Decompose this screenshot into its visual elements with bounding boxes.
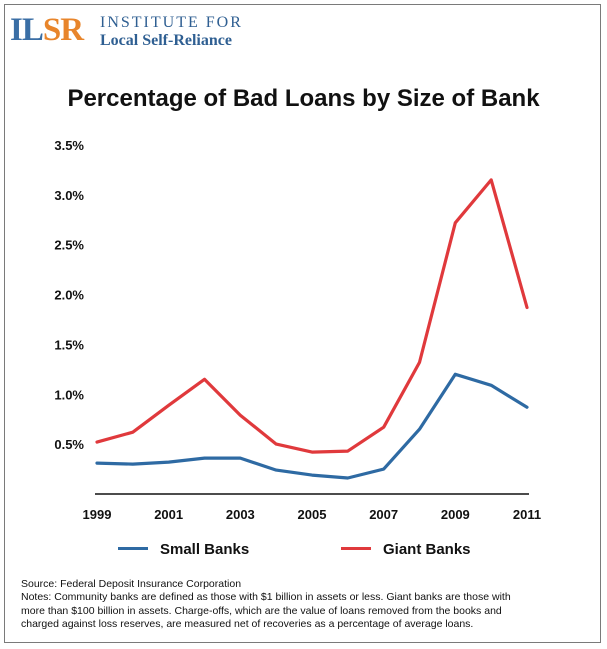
ilsr-logo: ILSR xyxy=(10,12,84,48)
chart-notes: Source: Federal Deposit Insurance Corpor… xyxy=(21,578,591,632)
x-axis-ticks: 1999 2001 2003 2005 2007 2009 2011 xyxy=(83,507,542,522)
logo-wordmark: INSTITUTE FOR Local Self-Reliance xyxy=(100,14,243,49)
x-tick-label: 1999 xyxy=(83,507,112,522)
series-lines xyxy=(95,178,529,480)
x-tick-label: 2009 xyxy=(441,507,470,522)
chart-frame xyxy=(4,4,601,643)
x-tick-label: 2003 xyxy=(226,507,255,522)
logo-mark-prefix: IL xyxy=(10,12,44,48)
x-tick-label: 2007 xyxy=(369,507,398,522)
series-line-giant-banks xyxy=(95,178,529,454)
y-axis-ticks: 0.5% 1.0% 1.5% 2.0% 2.5% 3.0% 3.5% xyxy=(54,138,84,452)
y-tick-label: 2.5% xyxy=(54,238,84,253)
y-tick-label: 1.0% xyxy=(54,387,84,402)
x-tick-label: 2001 xyxy=(154,507,183,522)
logo-mark-suffix: SR xyxy=(42,12,84,48)
series-line-small-banks xyxy=(95,372,529,480)
x-tick-label: 2011 xyxy=(513,507,541,522)
x-tick-label: 2005 xyxy=(298,507,327,522)
y-tick-label: 3.5% xyxy=(54,138,84,153)
y-tick-label: 3.0% xyxy=(54,188,84,203)
legend-label-small-banks: Small Banks xyxy=(160,541,250,558)
y-tick-label: 2.0% xyxy=(54,288,84,303)
notes-line1: Notes: Community banks are defined as th… xyxy=(21,591,511,604)
legend-item-small-banks: Small Banks xyxy=(118,541,249,558)
notes-line2: more than $100 billion in assets. Charge… xyxy=(21,604,502,617)
legend-item-giant-banks: Giant Banks xyxy=(341,541,471,558)
legend-label-giant-banks: Giant Banks xyxy=(383,541,471,558)
notes-source: Source: Federal Deposit Insurance Corpor… xyxy=(21,578,242,590)
y-tick-label: 1.5% xyxy=(54,337,84,352)
y-tick-label: 0.5% xyxy=(54,437,84,452)
legend-swatch-small-banks xyxy=(118,546,148,550)
legend-swatch-giant-banks xyxy=(341,546,371,550)
logo-line1: INSTITUTE FOR xyxy=(100,14,243,31)
logo-line2: Local Self-Reliance xyxy=(100,31,232,49)
chart-title: Percentage of Bad Loans by Size of Bank xyxy=(67,85,540,112)
notes-line3: charged against loss reserves, are measu… xyxy=(21,618,474,631)
